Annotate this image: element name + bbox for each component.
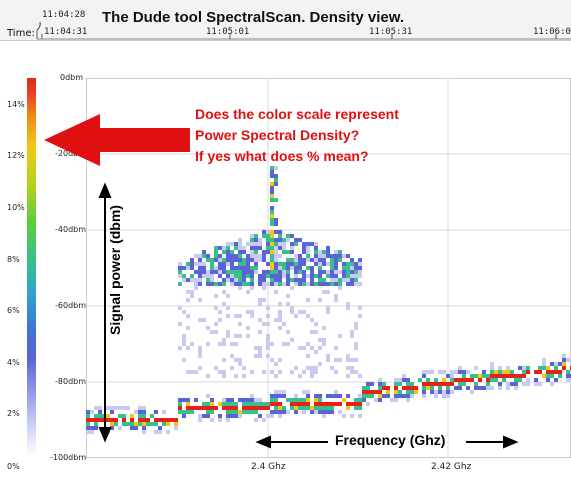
time-tick: 11:06:0 — [533, 27, 571, 37]
time-tick: 11:05:01 — [206, 27, 250, 37]
power-tick: -60dbm — [55, 301, 87, 310]
question-line: If yes what does % mean? — [195, 148, 369, 164]
power-tick: -20dbm — [55, 149, 87, 158]
frequency-label: Frequency (Ghz) — [335, 432, 446, 448]
power-tick: -80dbm — [55, 377, 87, 386]
power-tick: -100dbm — [50, 453, 87, 462]
time-axis[interactable] — [0, 0, 571, 40]
question-annotation: Does the color scale represent Power Spe… — [195, 104, 399, 167]
scale-label: 2% — [7, 409, 20, 418]
scale-label: 4% — [7, 358, 20, 367]
density-cells — [86, 166, 571, 434]
time-bar: Time: 11:04:28 The Dude tool SpectralSca… — [0, 0, 571, 41]
scale-label: 0% — [7, 462, 20, 471]
power-tick: 0dbm — [60, 73, 84, 82]
scale-label: 12% — [7, 151, 25, 160]
question-line: Power Spectral Density? — [195, 127, 360, 143]
page-title: The Dude tool SpectralScan. Density view… — [102, 9, 405, 26]
frequency-tick: 2.4 Ghz — [251, 462, 286, 472]
power-tick: -40dbm — [55, 225, 87, 234]
scale-label: 8% — [7, 255, 20, 264]
question-line: Does the color scale represent — [195, 106, 399, 122]
scale-label: 6% — [7, 306, 20, 315]
time-label: Time: — [7, 28, 35, 39]
frequency-tick: 2.42 Ghz — [431, 462, 472, 472]
time-tick: 11:04:31 — [44, 27, 88, 37]
color-scale-bar — [27, 78, 36, 458]
scale-label: 10% — [7, 203, 25, 212]
current-time: 11:04:28 — [42, 10, 86, 20]
time-tick: 11:05:31 — [369, 27, 413, 37]
scale-label: 14% — [7, 100, 25, 109]
signal-power-label: Signal power (dbm) — [107, 205, 123, 335]
